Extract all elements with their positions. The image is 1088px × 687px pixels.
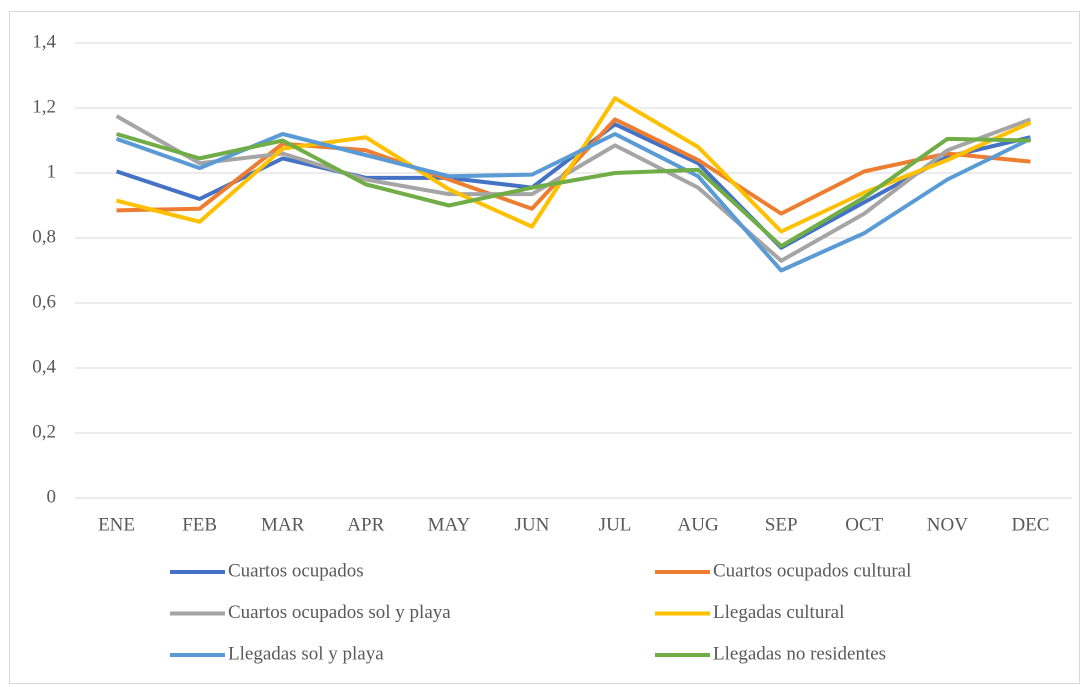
y-tick-label: 0 (47, 486, 57, 507)
legend-label: Cuartos ocupados (228, 560, 364, 581)
x-tick-label: JUN (515, 514, 550, 535)
y-tick-label: 0,2 (32, 421, 56, 442)
x-tick-label: AUG (678, 514, 719, 535)
y-tick-label: 1 (47, 161, 57, 182)
y-tick-label: 0,6 (32, 291, 56, 312)
x-tick-label: MAY (428, 514, 471, 535)
x-tick-label: SEP (765, 514, 798, 535)
x-tick-label: DEC (1011, 514, 1049, 535)
x-tick-label: NOV (927, 514, 968, 535)
legend-label: Llegadas cultural (713, 602, 844, 623)
x-tick-label: MAR (261, 514, 305, 535)
x-tick-label: OCT (845, 514, 883, 535)
x-tick-label: JUL (599, 514, 632, 535)
chart-border (9, 11, 1080, 684)
legend-label: Cuartos ocupados cultural (713, 560, 911, 581)
y-tick-label: 0,4 (32, 356, 56, 377)
legend-label: Llegadas no residentes (713, 643, 886, 664)
y-tick-label: 0,8 (32, 226, 56, 247)
legend-label: Llegadas sol y playa (228, 643, 384, 664)
y-tick-label: 1,4 (32, 31, 56, 52)
y-tick-label: 1,2 (32, 96, 56, 117)
series-line (115, 132, 1031, 249)
x-tick-label: APR (347, 514, 384, 535)
x-tick-label: ENE (98, 514, 135, 535)
x-tick-label: FEB (182, 514, 217, 535)
legend-label: Cuartos ocupados sol y playa (228, 602, 451, 623)
series-line (115, 114, 1032, 263)
series-line (115, 132, 1032, 273)
